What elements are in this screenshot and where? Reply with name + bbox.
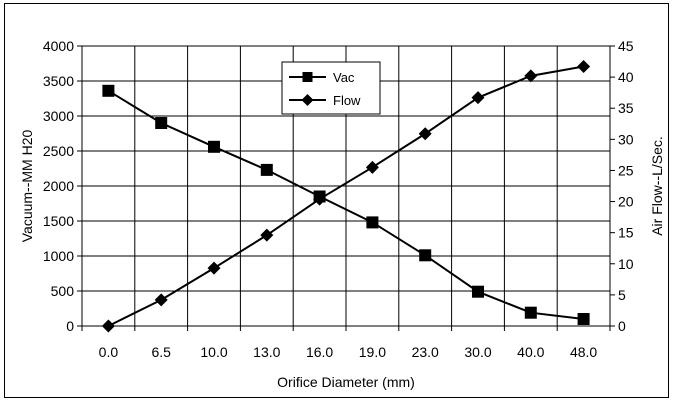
- data-point-vac: [419, 249, 432, 262]
- left-y-axis: 0 500 1000 1500 2000 2500 3000 3500 4000: [43, 38, 82, 334]
- data-point-vac: [155, 117, 168, 129]
- data-point-vac: [260, 163, 273, 176]
- y-tick-label: 2000: [43, 178, 74, 194]
- y-tick-label: 3500: [43, 73, 74, 89]
- x-tick-label: 19.0: [359, 344, 386, 360]
- y2-tick-label: 15: [618, 225, 634, 241]
- x-axis-title: Orifice Diameter (mm): [277, 374, 415, 390]
- data-point-flow: [207, 261, 221, 275]
- y-tick-label: 0: [66, 318, 74, 334]
- data-point-flow: [365, 160, 379, 174]
- x-tick-label: 13.0: [253, 344, 280, 360]
- data-point-flow: [154, 293, 168, 307]
- legend: Vac Flow: [281, 61, 381, 115]
- data-point-flow: [577, 60, 591, 74]
- y2-tick-label: 0: [618, 318, 626, 334]
- y-tick-label: 3000: [43, 108, 74, 124]
- y2-tick-label: 40: [618, 69, 634, 85]
- y-tick-label: 2500: [43, 143, 74, 159]
- data-point-vac: [472, 285, 484, 298]
- data-point-flow: [260, 228, 274, 242]
- x-tick-label: 30.0: [464, 344, 491, 360]
- data-point-vac: [208, 140, 220, 153]
- y2-tick-label: 20: [618, 194, 634, 210]
- data-point-flow: [313, 192, 327, 206]
- legend-flow-marker: [301, 94, 314, 106]
- y-tick-label: 4000: [43, 38, 74, 54]
- x-tick-label: 10.0: [200, 344, 227, 360]
- y2-tick-label: 10: [618, 256, 634, 272]
- legend-vac-label: Vac: [333, 70, 355, 85]
- y-tick-label: 1000: [43, 248, 74, 264]
- legend-flow-label: Flow: [333, 93, 361, 108]
- y-tick-label: 500: [51, 283, 75, 299]
- series-line-vac: [107, 89, 584, 320]
- data-point-vac: [102, 84, 115, 97]
- series-vac: [102, 84, 590, 325]
- data-point-vac: [577, 313, 590, 325]
- series-flow: [101, 60, 591, 333]
- y2-tick-label: 5: [618, 287, 626, 303]
- y2-tick-label: 25: [618, 162, 634, 178]
- y2-tick-label: 30: [618, 131, 634, 147]
- x-tick-label: 0.0: [99, 344, 119, 360]
- right-y-axis: 0 5 10 15 20 25 30 35 40 45: [610, 38, 634, 334]
- x-tick-label: 40.0: [517, 344, 544, 360]
- data-point-flow: [471, 91, 485, 105]
- data-point-flow: [418, 127, 432, 141]
- x-tick-label: 48.0: [570, 344, 597, 360]
- y-axis-title: Vacuum--MM H20: [19, 130, 35, 243]
- y2-axis-title: Air Flow--L/Sec.: [649, 136, 665, 236]
- series-line-flow: [107, 65, 584, 327]
- data-point-vac: [524, 306, 537, 319]
- data-point-flow: [101, 319, 115, 333]
- data-point-flow: [524, 69, 538, 83]
- legend-box: [281, 61, 381, 115]
- x-tick-label: 16.0: [306, 344, 333, 360]
- x-axis: 0.0 6.5 10.0 13.0 16.0 19.0 23.0 30.0 40.0 48.0: [81, 326, 611, 360]
- y2-tick-label: 35: [618, 100, 634, 116]
- x-tick-label: 23.0: [412, 344, 439, 360]
- series: [101, 60, 591, 333]
- y-tick-label: 1500: [43, 213, 74, 229]
- y2-tick-label: 45: [618, 38, 634, 54]
- data-point-vac: [366, 216, 379, 229]
- x-tick-label: 6.5: [151, 344, 171, 360]
- legend-vac-marker: [302, 72, 313, 82]
